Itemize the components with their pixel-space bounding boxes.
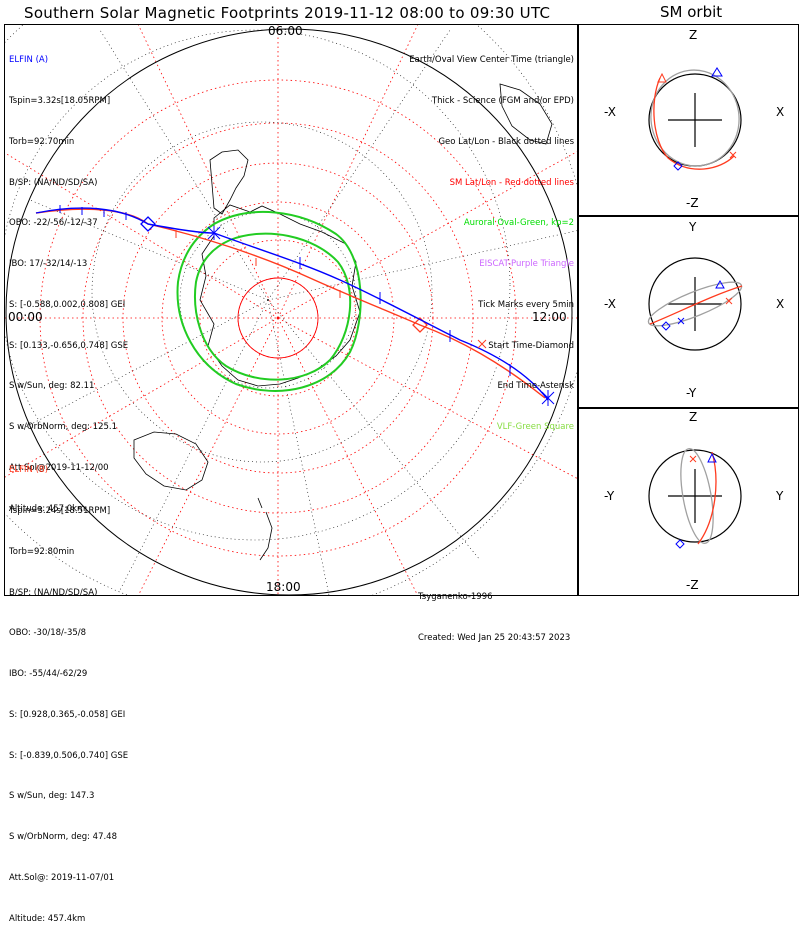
elfin-a-track-line — [35, 207, 549, 401]
orbit2-right-label: X — [776, 297, 785, 311]
elfin-b-line: Altitude: 457.4km — [9, 913, 86, 924]
legend-item: SM Lat/Lon - Red dotted lines — [449, 177, 574, 188]
created-timestamp: Created: Wed Jan 25 20:43:57 2023 — [418, 632, 571, 643]
orbit-panel-3 — [648, 448, 742, 549]
orbit2-left-label: -X — [604, 297, 616, 311]
elfin-b-line: IBO: -55/44/-62/29 — [9, 669, 88, 680]
auroral-oval-inner — [194, 232, 352, 381]
elfin-a-line: B/SP: (NA/ND/SD/SA) — [9, 177, 98, 188]
hour-label-top: 06:00 — [268, 24, 303, 38]
plot-canvas — [5, 25, 743, 595]
legend-item: End Time-Asterisk — [497, 381, 574, 392]
elfin-a-line: S: [0.133,-0.656,0.748] GSE — [9, 340, 129, 351]
legend-item: Earth/Oval View Center Time (triangle) — [409, 55, 574, 66]
legend-item: Auroral Oval-Green, kp=2 — [463, 218, 574, 229]
africa-coastline — [499, 83, 553, 145]
elfin-a-start-diamond — [140, 216, 156, 232]
elfin-b-tick-marks — [175, 230, 487, 349]
elfin-b-line: S w/OrbNorm, deg: 47.48 — [9, 832, 118, 843]
orbit1-left-label: -X — [604, 105, 616, 119]
elfin-b-line: Att.Sol@: 2019-11-07/01 — [9, 873, 115, 883]
orbit3-right-label: Y — [776, 489, 784, 503]
elfin-a-info: ELFIN (A) Tspin=3.32s[18.05RPM] Torb=92.… — [9, 27, 128, 530]
orbit3-up-label: Z — [689, 410, 698, 424]
orbit3-left-label: -Y — [604, 489, 615, 503]
elfin-a-line: OBO: -22/-56/-12/-37 — [9, 218, 98, 229]
elfin-a-line: IBO: 17/-32/14/-13 — [9, 259, 88, 270]
elfin-a-line: Att.Sol@2019-11-12/00 — [9, 463, 109, 473]
legend-item: Geo Lat/Lon - Black dotted lines — [438, 136, 574, 147]
elfin-a-line: S: [-0.588,0.002,0.808] GEI — [9, 299, 126, 310]
elfin-a-name: ELFIN (A) — [9, 55, 49, 66]
legend: Earth/Oval View Center Time (triangle) T… — [409, 27, 574, 448]
legend-item: EISCAT-Purple Triangle — [479, 259, 574, 270]
elfin-b-line: S: [0.928,0.365,-0.058] GEI — [9, 709, 126, 720]
elfin-a-line: Altitude: 457.0km — [9, 503, 86, 514]
new-zealand-coastline — [257, 497, 273, 561]
orbit3-down-label: -Z — [686, 578, 699, 592]
legend-item: Start Time-Diamond — [488, 340, 574, 351]
polar-map — [5, 25, 577, 595]
hour-label-right: 12:00 — [532, 310, 567, 324]
orbit1-up-label: Z — [689, 28, 698, 42]
plot-title: Southern Solar Magnetic Footprints 2019-… — [24, 4, 551, 22]
legend-item: Thick - Science (FGM and/or EPD) — [431, 95, 574, 106]
auroral-oval-outer — [176, 210, 362, 392]
elfin-a-line: S w/OrbNorm, deg: 125.1 — [9, 422, 118, 433]
credit: Tsyganenko-1996 Created: Wed Jan 25 20:4… — [418, 564, 570, 659]
orbit1-right-label: X — [776, 105, 785, 119]
elfin-a-line: Tspin=3.32s[18.05RPM] — [9, 95, 111, 106]
orbit-panel-yz — [578, 408, 799, 596]
footprint-map-frame — [4, 24, 578, 596]
orbit2-down-label: -Y — [686, 386, 697, 400]
sm-grid-spokes — [5, 25, 577, 595]
model-credit: Tsyganenko-1996 — [418, 592, 493, 603]
elfin-b-info: ELFIN (B) Tspin=3.24s[18.51RPM] Torb=92.… — [9, 437, 128, 940]
orbit1-down-label: -Z — [686, 196, 699, 210]
horizon-circle — [5, 28, 573, 595]
elfin-b-line: Tspin=3.24s[18.51RPM] — [9, 505, 111, 516]
elfin-b-line: S w/Sun, deg: 147.3 — [9, 791, 95, 802]
elfin-b-line: B/SP: (NA/ND/SD/SA) — [9, 587, 98, 598]
legend-item: Tick Marks every 5min — [478, 299, 574, 310]
orbit-panel-2 — [647, 257, 743, 351]
hour-label-left: 00:00 — [8, 310, 43, 324]
elfin-b-name: ELFIN (B) — [9, 465, 49, 476]
orbit2-up-label: Y — [689, 220, 697, 234]
legend-item: VLF-Green Square — [496, 422, 574, 433]
elfin-a-line: Torb=92.70min — [9, 136, 75, 147]
elfin-a-track — [35, 205, 555, 406]
orbit-panel-xz — [578, 24, 799, 216]
elfin-a-line: S w/Sun, deg: 82.11 — [9, 381, 95, 392]
orbit-title: SM orbit — [660, 3, 723, 21]
australia-coastline — [133, 431, 209, 491]
elfin-b-line: S: [-0.839,0.506,0.740] GSE — [9, 750, 129, 761]
orbit-panel-1 — [648, 67, 742, 171]
sm-grid-center-circle — [237, 277, 319, 359]
orbit-panel-xy — [578, 216, 799, 408]
south-america-coastline — [209, 149, 249, 215]
elfin-a-tick-marks — [59, 205, 555, 406]
elfin-b-line: Torb=92.80min — [9, 546, 75, 557]
elfin-b-line: OBO: -30/18/-35/8 — [9, 628, 87, 639]
hour-label-bottom: 18:00 — [266, 580, 301, 594]
